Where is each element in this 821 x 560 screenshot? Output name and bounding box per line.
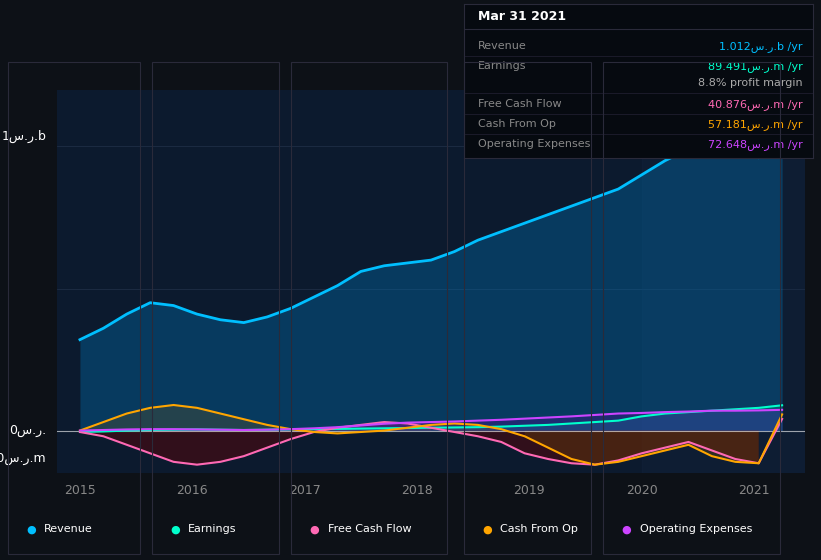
Text: Operating Expenses: Operating Expenses xyxy=(640,524,752,534)
Text: 1.012س.ر.b /yr: 1.012س.ر.b /yr xyxy=(719,41,802,52)
Text: Cash From Op: Cash From Op xyxy=(500,524,578,534)
Text: ●: ● xyxy=(310,524,319,534)
Text: 8.8% profit margin: 8.8% profit margin xyxy=(698,78,802,88)
Text: ●: ● xyxy=(621,524,631,534)
Text: 0س.ر.: 0س.ر. xyxy=(9,424,46,437)
Text: Earnings: Earnings xyxy=(478,61,526,71)
Text: ●: ● xyxy=(170,524,180,534)
Text: ●: ● xyxy=(482,524,492,534)
Text: 72.648س.ر.m /yr: 72.648س.ر.m /yr xyxy=(708,139,802,151)
Text: Revenue: Revenue xyxy=(478,41,526,51)
Text: -100س.ر.m: -100س.ر.m xyxy=(0,452,46,465)
Text: Cash From Op: Cash From Op xyxy=(478,119,556,129)
Text: Revenue: Revenue xyxy=(44,524,93,534)
Text: ●: ● xyxy=(26,524,36,534)
Text: Free Cash Flow: Free Cash Flow xyxy=(478,100,562,109)
Text: Earnings: Earnings xyxy=(188,524,236,534)
Text: 1س.ر.b: 1س.ر.b xyxy=(2,129,46,143)
Text: 57.181س.ر.m /yr: 57.181س.ر.m /yr xyxy=(708,119,802,130)
Text: 89.491س.ر.m /yr: 89.491س.ر.m /yr xyxy=(708,61,802,72)
Text: Mar 31 2021: Mar 31 2021 xyxy=(478,10,566,23)
Text: Free Cash Flow: Free Cash Flow xyxy=(328,524,411,534)
Text: Operating Expenses: Operating Expenses xyxy=(478,139,590,150)
Bar xyxy=(642,90,821,473)
Text: 40.876س.ر.m /yr: 40.876س.ر.m /yr xyxy=(708,100,802,110)
